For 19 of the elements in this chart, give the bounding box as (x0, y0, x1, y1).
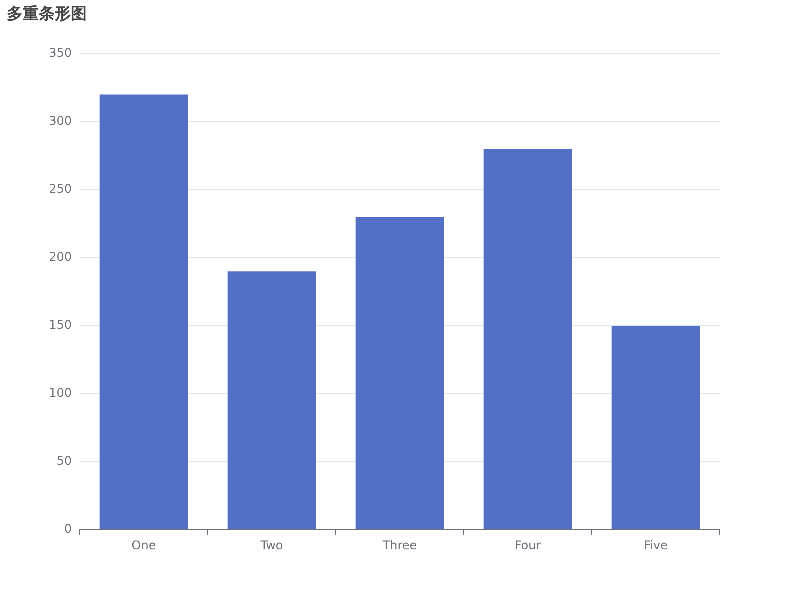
y-tick-label: 100 (49, 386, 72, 400)
y-tick-label: 350 (49, 46, 72, 60)
x-tick-label: Four (514, 538, 542, 552)
y-tick-label: 0 (64, 522, 72, 536)
x-tick-label: Five (644, 538, 668, 552)
bar (228, 272, 316, 530)
y-tick-label: 150 (49, 318, 72, 332)
bar (484, 149, 572, 530)
chart-title: 多重条形图 (7, 4, 87, 25)
bar (356, 217, 444, 530)
y-tick-label: 250 (49, 182, 72, 196)
x-tick-label: Three (382, 538, 418, 552)
x-tick-label: One (132, 538, 156, 552)
y-tick-label: 50 (56, 454, 72, 468)
x-tick-label: Two (260, 538, 284, 552)
bar (100, 94, 188, 530)
bar (612, 326, 700, 530)
y-tick-label: 300 (49, 114, 72, 128)
y-tick-label: 200 (49, 250, 72, 264)
